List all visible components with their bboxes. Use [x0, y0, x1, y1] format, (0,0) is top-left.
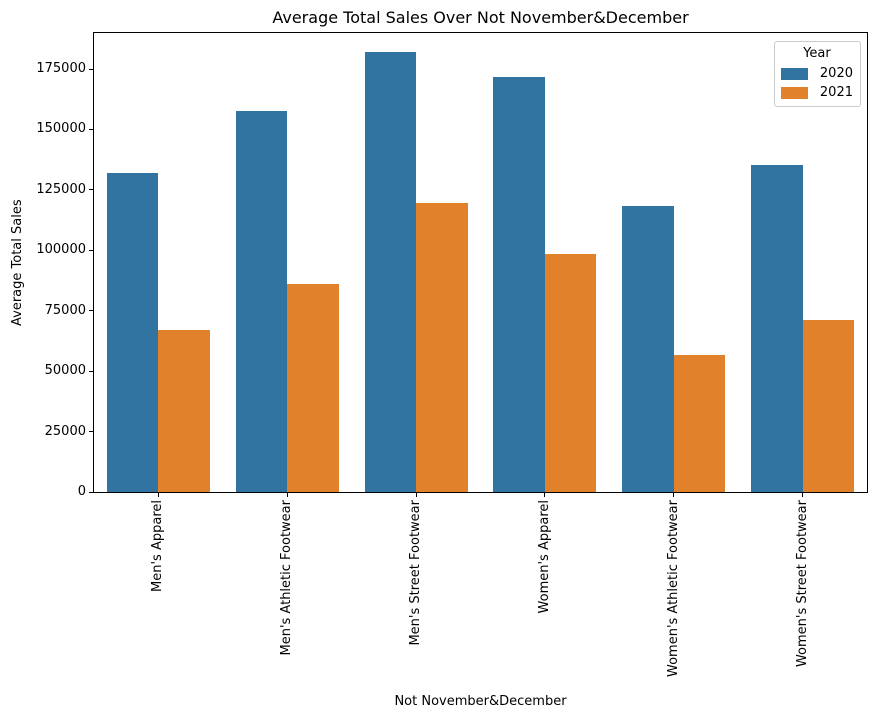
y-tick-label: 0: [77, 484, 86, 499]
y-tick-label: 75000: [44, 302, 86, 318]
y-tick-mark: [89, 310, 93, 312]
bar-2020-Women's Apparel: [493, 77, 545, 492]
y-tick-mark: [89, 370, 93, 372]
y-tick-label: 125000: [36, 181, 86, 197]
y-tick-mark: [89, 189, 93, 191]
x-tick-mark: [157, 493, 159, 497]
legend-title: Year: [803, 46, 831, 61]
y-tick-label: 50000: [44, 363, 86, 379]
y-tick-mark: [89, 128, 93, 130]
y-tick-label: 100000: [36, 242, 86, 258]
x-tick-mark: [673, 493, 675, 497]
legend-label-2020: 2020: [819, 66, 853, 81]
y-tick-mark: [89, 431, 93, 433]
legend: Year 2020 2021: [773, 41, 861, 107]
bar-2021-Women's Athletic Footwear: [673, 355, 726, 492]
bar-2021-Men's Apparel: [158, 330, 210, 492]
x-tick-label: Men's Athletic Footwear: [279, 500, 295, 656]
y-tick-mark: [89, 491, 93, 493]
chart-title: Average Total Sales Over Not November&De…: [272, 8, 689, 27]
legend-swatch-2021: [780, 87, 808, 99]
bar-2021-Women's Street Footwear: [802, 320, 855, 492]
x-tick-mark: [802, 493, 804, 497]
bar-2020-Women's Street Footwear: [751, 164, 803, 492]
legend-item-2021: 2021: [780, 85, 853, 100]
x-tick-label: Women's Athletic Footwear: [665, 500, 681, 677]
x-tick-label: Women's Apparel: [536, 500, 552, 614]
bar-2020-Men's Street Footwear: [364, 52, 417, 492]
legend-item-2020: 2020: [780, 66, 853, 81]
bar-2020-Men's Athletic Footwear: [235, 111, 288, 492]
y-tick-label: 25000: [44, 423, 86, 439]
x-tick-mark: [544, 493, 546, 497]
x-axis-label: Not November&December: [394, 694, 567, 709]
bar-2021-Men's Athletic Footwear: [287, 284, 339, 492]
y-tick-label: 175000: [36, 61, 86, 76]
bar-2020-Men's Apparel: [106, 172, 159, 492]
x-tick-label: Men's Apparel: [150, 500, 166, 592]
x-tick-label: Men's Street Footwear: [408, 500, 424, 646]
legend-items: 2020 2021: [780, 66, 853, 100]
plot-area: Year 2020 2021: [93, 32, 868, 493]
bars-layer: [94, 33, 867, 492]
x-tick-label: Women's Street Footwear: [794, 500, 810, 668]
x-tick-mark: [415, 493, 417, 497]
bar-2020-Women's Athletic Footwear: [622, 205, 674, 492]
x-tick-mark: [286, 493, 288, 497]
bar-2021-Men's Street Footwear: [416, 203, 468, 492]
legend-swatch-2020: [780, 68, 808, 80]
legend-label-2021: 2021: [819, 85, 853, 100]
y-tick-mark: [89, 249, 93, 251]
y-tick-mark: [89, 68, 93, 70]
bar-2021-Women's Apparel: [544, 253, 597, 492]
y-tick-label: 150000: [36, 121, 86, 137]
